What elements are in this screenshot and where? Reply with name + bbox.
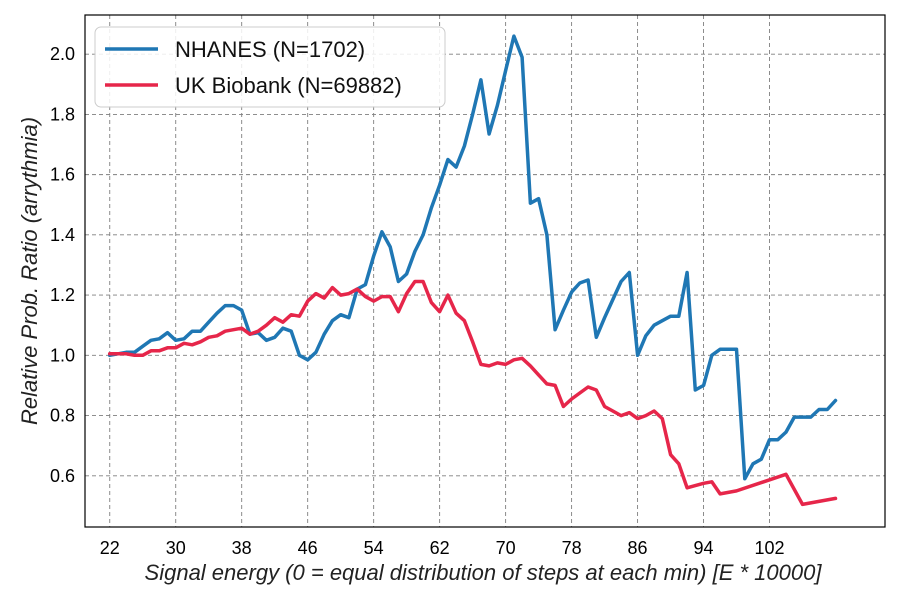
y-tick-label: 2.0 xyxy=(50,44,75,64)
y-tick-label: 1.2 xyxy=(50,285,75,305)
plot-frame xyxy=(84,14,886,528)
series-line-uk-biobank xyxy=(107,279,838,507)
x-tick-label: 30 xyxy=(166,538,186,558)
series-line-nhanes xyxy=(107,34,838,481)
y-tick-label: 1.0 xyxy=(50,345,75,365)
y-axis-label: Relative Prob. Ratio (arrythmia) xyxy=(17,117,42,425)
series-layer xyxy=(107,34,838,507)
x-tick-label: 22 xyxy=(100,538,120,558)
x-tick-label: 62 xyxy=(430,538,450,558)
x-tick-label: 54 xyxy=(364,538,384,558)
x-tick-label: 70 xyxy=(496,538,516,558)
legend: NHANES (N=1702) UK Biobank (N=69882) xyxy=(94,26,446,108)
y-tick-label: 1.8 xyxy=(50,104,75,124)
legend-label: NHANES (N=1702) xyxy=(175,37,365,62)
x-tick-label: 38 xyxy=(232,538,252,558)
legend-box xyxy=(94,26,446,108)
x-axis: 22 30 38 46 54 62 70 78 86 94 102 xyxy=(100,538,785,558)
y-tick-label: 0.8 xyxy=(50,406,75,426)
y-tick-label: 1.4 xyxy=(50,225,75,245)
y-axis: 0.6 0.8 1.0 1.2 1.4 1.6 1.8 2.0 xyxy=(50,44,75,486)
x-tick-label: 46 xyxy=(298,538,318,558)
y-tick-label: 0.6 xyxy=(50,466,75,486)
y-tick-label: 1.6 xyxy=(50,165,75,185)
x-axis-label: Signal energy (0 = equal distribution of… xyxy=(145,560,823,585)
x-tick-label: 94 xyxy=(694,538,714,558)
legend-label: UK Biobank (N=69882) xyxy=(175,73,402,98)
x-tick-label: 78 xyxy=(562,538,582,558)
x-tick-label: 102 xyxy=(755,538,785,558)
x-tick-label: 86 xyxy=(628,538,648,558)
